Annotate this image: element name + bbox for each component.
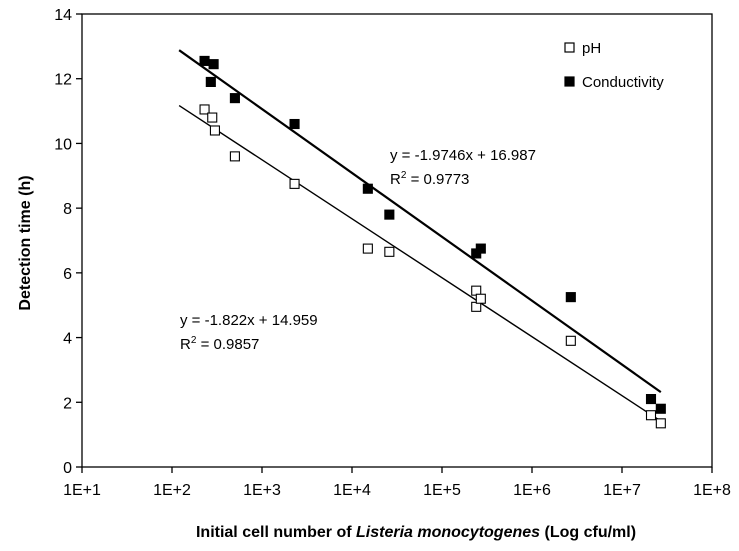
annotation-conductivity: y = -1.9746x + 16.987 R2 = 0.9773 [390, 147, 536, 188]
x-tick-label-5: 1E+6 [513, 482, 551, 499]
y-axis-title: Detection time (h) [17, 175, 34, 310]
data-point-ph-11 [645, 410, 657, 421]
y-tick-label-5: 10 [54, 136, 72, 153]
r-squared-ph-value: = 0.9857 [196, 336, 259, 353]
legend-marker-conductivity [564, 76, 575, 87]
data-point-conductivity-10 [645, 393, 657, 405]
y-tick-label-2: 4 [63, 331, 72, 348]
legend-label-conductivity: Conductivity [582, 74, 664, 91]
data-point-conductivity-6 [384, 209, 395, 220]
y-tick-label-6: 12 [54, 72, 72, 89]
legend: pH Conductivity [564, 40, 664, 91]
data-point-conductivity-0 [199, 55, 210, 66]
equation-ph: y = -1.822x + 14.959 [180, 312, 318, 329]
r-squared-ph-symbol: R [180, 336, 191, 353]
data-point-conductivity-4 [289, 118, 300, 130]
y-tick-label-4: 8 [63, 201, 72, 218]
data-point-ph-10 [565, 335, 576, 346]
data-point-ph-12 [655, 418, 666, 429]
fit-line-ph [178, 104, 662, 422]
legend-label-ph: pH [582, 40, 601, 57]
data-point-ph-9 [475, 293, 486, 304]
annotation-ph: y = -1.822x + 14.959 R2 = 0.9857 [180, 312, 318, 353]
data-point-ph-5 [362, 243, 373, 254]
legend-marker-ph [564, 42, 575, 53]
data-point-ph-0 [199, 104, 210, 115]
y-tick-label-0: 0 [63, 460, 72, 477]
r-squared-ph: R2 = 0.9857 [180, 335, 259, 353]
data-point-conductivity-8 [475, 243, 486, 254]
x-tick-label-7: 1E+8 [693, 482, 731, 499]
x-axis-title-species: Listeria monocytogenes [356, 524, 540, 541]
x-tick-label-2: 1E+3 [243, 482, 281, 499]
r-squared-conductivity-value: = 0.9773 [406, 171, 469, 188]
x-tick-label-0: 1E+1 [63, 482, 101, 499]
data-point-ph-2 [209, 125, 220, 136]
y-tick-label-1: 2 [63, 395, 72, 412]
data-point-conductivity-9 [565, 292, 576, 303]
data-point-ph-4 [289, 178, 300, 189]
data-point-conductivity-3 [229, 93, 240, 104]
data-point-conductivity-5 [362, 183, 373, 194]
x-axis-title: Initial cell number of Listeria monocyto… [196, 524, 636, 541]
equation-conductivity: y = -1.9746x + 16.987 [390, 147, 536, 164]
x-tick-label-4: 1E+5 [423, 482, 461, 499]
data-point-conductivity-11 [655, 403, 666, 414]
x-tick-label-6: 1E+7 [603, 482, 641, 499]
y-tick-label-7: 14 [54, 7, 72, 24]
x-axis-title-part-3: (Log cfu/ml) [540, 524, 636, 541]
fit-line-conductivity [178, 49, 662, 394]
data-point-ph-3 [229, 151, 240, 162]
x-tick-label-3: 1E+4 [333, 482, 371, 499]
plot-frame [81, 13, 713, 468]
r-squared-conductivity-symbol: R [390, 171, 401, 188]
r-squared-conductivity: R2 = 0.9773 [390, 170, 469, 188]
x-tick-label-1: 1E+2 [153, 482, 191, 499]
plot-area: 0 2 4 6 8 10 12 14 1E+1 1E+2 1E+3 1E+4 1E+5 1E+6 1E+7 1… [54, 7, 731, 499]
data-point-conductivity-2 [208, 59, 219, 70]
y-tick-label-3: 6 [63, 266, 72, 283]
data-point-ph-6 [384, 246, 395, 257]
data-point-conductivity-1 [205, 76, 216, 87]
x-axis-title-part-1: Initial cell number of [196, 524, 356, 541]
data-point-ph-1 [207, 112, 218, 123]
